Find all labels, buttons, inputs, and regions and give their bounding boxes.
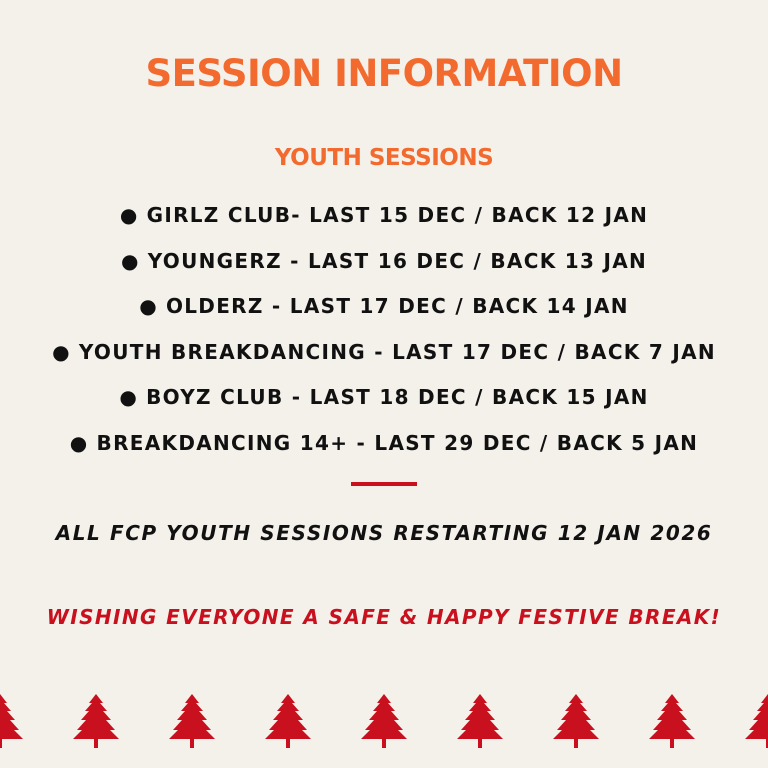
session-item: ● BREAKDANCING 14+ - LAST 29 DEC / BACK 5… bbox=[0, 431, 768, 455]
bullet-icon: ● bbox=[119, 203, 139, 227]
christmas-tree-icon bbox=[265, 694, 311, 750]
christmas-tree-icon bbox=[553, 694, 599, 750]
session-text: BREAKDANCING 14+ - LAST 29 DEC / BACK 5 … bbox=[96, 431, 699, 455]
session-item: ● GIRLZ CLUB- LAST 15 DEC / BACK 12 JAN bbox=[0, 203, 768, 227]
christmas-tree-icon bbox=[649, 694, 695, 750]
restart-note: ALL FCP YOUTH SESSIONS RESTARTING 12 JAN… bbox=[55, 521, 713, 545]
session-item: ● OLDERZ - LAST 17 DEC / BACK 14 JAN bbox=[0, 294, 768, 318]
session-text: OLDERZ - LAST 17 DEC / BACK 14 JAN bbox=[165, 294, 629, 318]
divider bbox=[351, 482, 417, 486]
christmas-tree-icon bbox=[73, 694, 119, 750]
bullet-icon: ● bbox=[119, 385, 139, 409]
bullet-icon: ● bbox=[52, 340, 71, 364]
session-item: ● BOYZ CLUB - LAST 18 DEC / BACK 15 JAN bbox=[0, 385, 768, 409]
page-title: SESSION INFORMATION bbox=[145, 52, 623, 95]
session-item: ● YOUNGERZ - LAST 16 DEC / BACK 13 JAN bbox=[0, 249, 768, 273]
christmas-tree-icon bbox=[745, 694, 768, 750]
christmas-tree-icon bbox=[169, 694, 215, 750]
session-text: YOUTH BREAKDANCING - LAST 17 DEC / BACK … bbox=[78, 340, 716, 364]
christmas-tree-icon bbox=[457, 694, 503, 750]
bullet-icon: ● bbox=[139, 294, 158, 318]
christmas-tree-icon bbox=[361, 694, 407, 750]
christmas-tree-icon bbox=[0, 694, 23, 750]
session-text: BOYZ CLUB - LAST 18 DEC / BACK 15 JAN bbox=[146, 385, 649, 409]
festive-wish: WISHING EVERYONE A SAFE & HAPPY FESTIVE … bbox=[46, 605, 722, 629]
session-text: YOUNGERZ - LAST 16 DEC / BACK 13 JAN bbox=[147, 249, 648, 273]
session-item: ● YOUTH BREAKDANCING - LAST 17 DEC / BACK… bbox=[0, 340, 768, 364]
session-text: GIRLZ CLUB- LAST 15 DEC / BACK 12 JAN bbox=[146, 203, 649, 227]
bullet-icon: ● bbox=[69, 431, 89, 455]
bullet-icon: ● bbox=[120, 249, 140, 273]
section-subtitle: YOUTH SESSIONS bbox=[274, 145, 494, 171]
